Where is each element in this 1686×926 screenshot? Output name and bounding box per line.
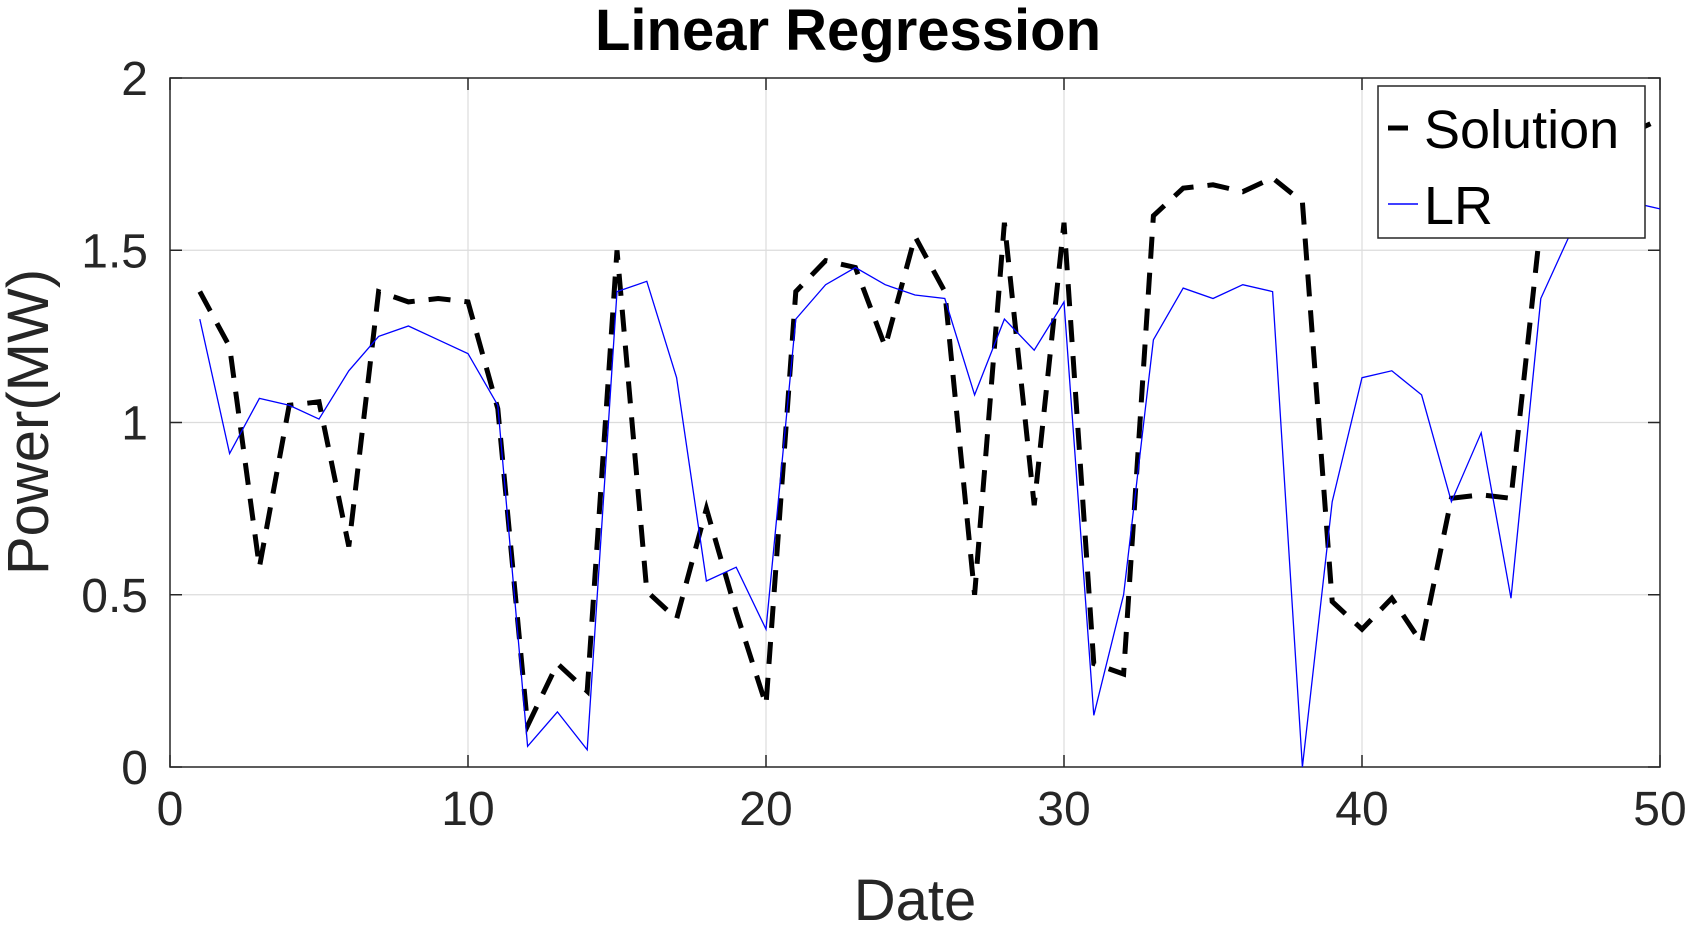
x-tick-label: 30 xyxy=(1037,783,1090,836)
x-tick-label: 40 xyxy=(1335,783,1388,836)
y-tick-label: 0 xyxy=(121,742,148,795)
x-tick-label: 20 xyxy=(739,783,792,836)
x-tick-label: 10 xyxy=(441,783,494,836)
series-line-lr xyxy=(199,201,1660,767)
y-tick-label: 2 xyxy=(121,53,148,106)
y-axis-label: Power(MW) xyxy=(0,269,61,575)
chart-title: Linear Regression xyxy=(595,0,1101,63)
legend-label-lr: LR xyxy=(1424,176,1493,236)
axes-box xyxy=(169,77,1661,768)
x-tick-labels: 0 10 20 30 40 50 xyxy=(157,783,1686,836)
grid xyxy=(169,77,1661,768)
x-tick-label: 50 xyxy=(1633,783,1686,836)
legend-box xyxy=(1377,85,1646,239)
series-line-solution xyxy=(197,117,1660,735)
y-tick-label: 1.5 xyxy=(81,225,148,278)
series-layer xyxy=(197,117,1660,767)
y-tick-label: 0.5 xyxy=(81,570,148,623)
x-axis-label: Date xyxy=(854,868,977,926)
legend-label-solution: Solution xyxy=(1424,100,1619,160)
y-tick-labels: 0 0.5 1 1.5 2 xyxy=(81,53,148,795)
y-tick-label: 1 xyxy=(121,398,148,451)
legend: Solution LR xyxy=(1377,85,1646,239)
x-tick-label: 0 xyxy=(157,783,184,836)
